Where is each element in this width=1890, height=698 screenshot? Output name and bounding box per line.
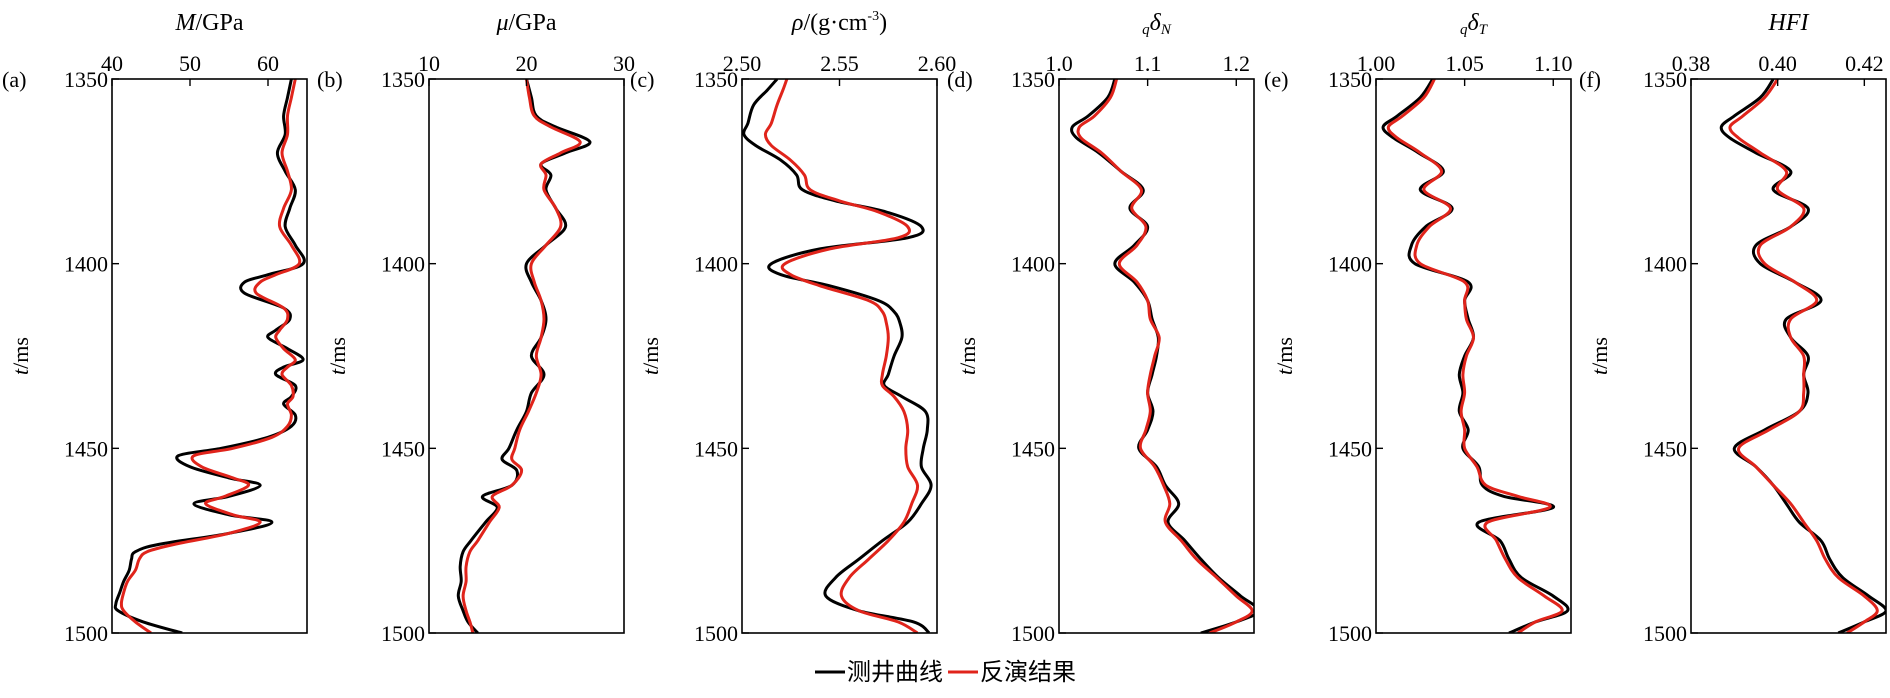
series-line-well-log	[113, 79, 306, 633]
series-line-well-log	[742, 79, 933, 633]
y-tick-label: 1350	[1643, 67, 1687, 92]
plot-frame	[741, 78, 938, 634]
panel-title: HFI	[1768, 10, 1810, 36]
panel-letter: (c)	[630, 67, 654, 92]
x-tick-label: 50	[179, 51, 201, 76]
panel-letter: (a)	[2, 67, 26, 92]
legend-label: 测井曲线	[847, 658, 943, 686]
x-tick-label: 1.05	[1445, 51, 1484, 76]
plot-frame	[428, 78, 625, 634]
legend-label: 反演结果	[980, 658, 1076, 686]
y-tick-label: 1400	[64, 252, 108, 277]
panel-title: qδT	[1460, 10, 1489, 38]
panel-title: μ/GPa	[495, 10, 556, 36]
y-tick-label: 1500	[694, 621, 738, 646]
x-tick-label: 1.00	[1357, 51, 1396, 76]
panel-title: qδN	[1142, 10, 1172, 38]
x-tick-label: 10	[418, 51, 440, 76]
y-axis-label: t/ms	[325, 337, 350, 375]
panel-c: 2.50 2.55 2.60 1350 1400 1450 1500 (c) t/ms ρ/(g·…	[630, 9, 956, 646]
y-tick-label: 1450	[1011, 436, 1055, 461]
x-tick-label: 2.60	[918, 51, 957, 76]
series-line-well-log	[456, 79, 592, 633]
legend: 测井曲线 反演结果	[815, 658, 1076, 686]
y-tick-label: 1450	[694, 436, 738, 461]
x-tick-label: 1.2	[1223, 51, 1251, 76]
y-tick-label: 1500	[1643, 621, 1687, 646]
panel-title: ρ/(g·cm-3)	[791, 9, 887, 36]
panel-b: 10 20 30 1350 1400 1450 1500 (b) t/ms μ/GPa	[317, 10, 635, 646]
series-line-well-log	[1381, 79, 1570, 633]
x-tick-label: 0.42	[1845, 51, 1884, 76]
x-tick-label: 1.0	[1045, 51, 1073, 76]
y-tick-label: 1450	[1328, 436, 1372, 461]
y-tick-label: 1450	[381, 436, 425, 461]
panel-letter: (e)	[1264, 67, 1288, 92]
y-tick-label: 1450	[64, 436, 108, 461]
y-tick-label: 1450	[1643, 436, 1687, 461]
y-tick-label: 1350	[694, 67, 738, 92]
y-tick-label: 1350	[64, 67, 108, 92]
y-axis-label: t/ms	[955, 337, 980, 375]
plot-frame	[111, 78, 308, 634]
panel-a: 40 50 60 1350 1400 1450 1500 (a) t/ms M/GPa	[2, 10, 308, 646]
series-line-inversion	[1386, 79, 1564, 633]
series-line-inversion	[763, 79, 920, 633]
y-tick-label: 1350	[1328, 67, 1372, 92]
x-tick-label: 60	[257, 51, 279, 76]
y-tick-label: 1350	[381, 67, 425, 92]
plot-frame	[1058, 78, 1255, 634]
plot-frame	[1375, 78, 1572, 634]
y-tick-label: 1400	[381, 252, 425, 277]
series-line-inversion	[119, 79, 302, 633]
y-axis-label: t/ms	[638, 337, 663, 375]
y-axis-label: t/ms	[1587, 337, 1612, 375]
panel-d: 1.0 1.1 1.2 1350 1400 1450 1500 (d) t/ms qδN	[947, 10, 1255, 646]
x-tick-label: 20	[516, 51, 538, 76]
y-tick-label: 1500	[1011, 621, 1055, 646]
panel-f: 0.38 0.40 0.42 1350 1400 1450 1500 (f) t/ms HFI	[1579, 10, 1887, 646]
x-tick-label: 2.50	[723, 51, 762, 76]
y-tick-label: 1500	[1328, 621, 1372, 646]
x-tick-label: 1.10	[1534, 51, 1573, 76]
series-line-well-log	[1070, 79, 1254, 633]
y-axis-label: t/ms	[1272, 337, 1297, 375]
panel-title: M/GPa	[175, 10, 244, 36]
panel-e: 1.00 1.05 1.10 1350 1400 1450 1500 (e) t/ms qδT	[1264, 10, 1573, 646]
plot-frame	[1690, 78, 1887, 634]
y-tick-label: 1400	[1011, 252, 1055, 277]
panel-letter: (f)	[1579, 67, 1601, 92]
x-tick-label: 40	[101, 51, 123, 76]
panel-letter: (b)	[317, 67, 343, 92]
y-tick-label: 1350	[1011, 67, 1055, 92]
series-line-inversion	[1076, 79, 1254, 633]
panel-letter: (d)	[947, 67, 973, 92]
series-line-inversion	[1728, 79, 1879, 633]
y-tick-label: 1400	[1643, 252, 1687, 277]
x-tick-label: 1.1	[1134, 51, 1162, 76]
y-axis-label: t/ms	[8, 337, 33, 375]
y-tick-label: 1500	[381, 621, 425, 646]
y-tick-label: 1400	[1328, 252, 1372, 277]
x-tick-label: 0.40	[1758, 51, 1797, 76]
x-tick-label: 2.55	[820, 51, 859, 76]
y-tick-label: 1500	[64, 621, 108, 646]
legend-item-well-log: 测井曲线	[815, 658, 943, 686]
series-line-inversion	[461, 79, 582, 633]
y-tick-label: 1400	[694, 252, 738, 277]
x-tick-label: 0.38	[1672, 51, 1711, 76]
legend-item-inversion: 反演结果	[948, 658, 1076, 686]
x-tick-label: 30	[613, 51, 635, 76]
